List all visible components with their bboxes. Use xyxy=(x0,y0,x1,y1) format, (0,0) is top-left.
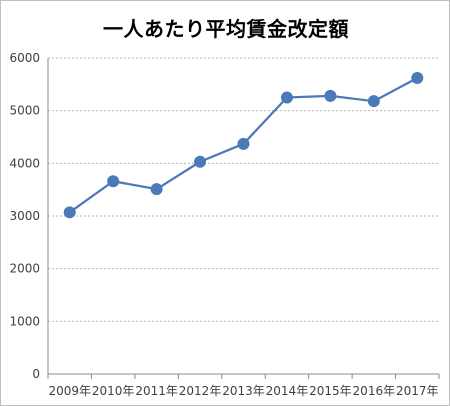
y-tick-label: 3000 xyxy=(9,209,40,223)
data-point xyxy=(411,72,424,85)
x-tick-label: 2011年 xyxy=(135,384,178,398)
data-point xyxy=(194,155,207,168)
x-tick-label: 2009年 xyxy=(48,384,91,398)
y-tick-label: 6000 xyxy=(9,51,40,65)
chart-title: 一人あたり平均賃金改定額 xyxy=(103,17,349,41)
data-point xyxy=(150,183,163,196)
data-series xyxy=(63,72,424,219)
data-point xyxy=(324,89,337,102)
data-point xyxy=(367,95,380,108)
axes xyxy=(47,58,440,379)
x-tick-label: 2017年 xyxy=(396,384,439,398)
data-point xyxy=(280,91,293,104)
data-point xyxy=(237,137,250,150)
y-tick-label: 5000 xyxy=(9,104,40,118)
data-point xyxy=(63,206,76,219)
x-tick-label: 2015年 xyxy=(309,384,352,398)
x-tick-label: 2016年 xyxy=(353,384,396,398)
x-tick-label: 2014年 xyxy=(266,384,309,398)
x-tick-label: 2012年 xyxy=(179,384,222,398)
y-tick-label: 0 xyxy=(32,367,40,381)
y-tick-labels: 0 1000 2000 3000 4000 5000 6000 xyxy=(9,51,40,381)
x-tick-label: 2010年 xyxy=(92,384,135,398)
x-tick-label: 2013年 xyxy=(222,384,265,398)
data-point xyxy=(107,175,120,188)
gridlines xyxy=(48,57,439,322)
y-tick-label: 4000 xyxy=(9,156,40,170)
y-tick-label: 2000 xyxy=(9,262,40,276)
x-tick-labels: 2009年 2010年 2011年 2012年 2013年 2014年 2015年 2016年… xyxy=(48,384,438,398)
y-tick-label: 1000 xyxy=(9,314,40,328)
